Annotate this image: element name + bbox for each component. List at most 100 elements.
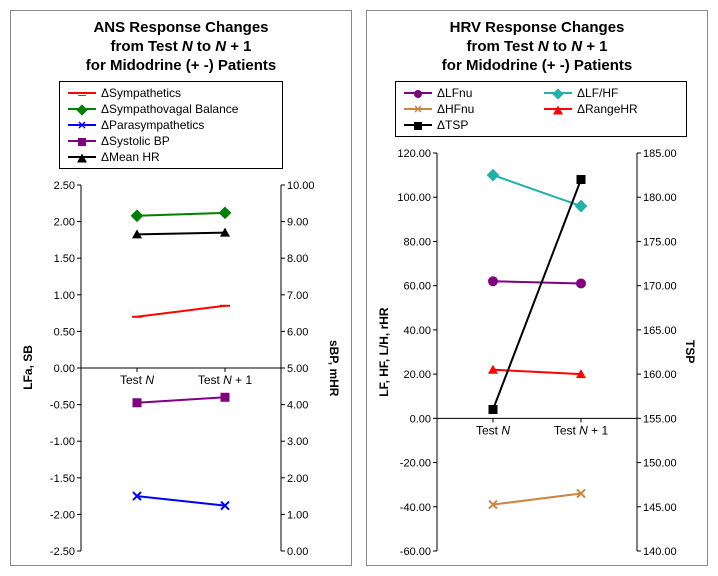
right-plot: -60.00 -40.00 -20.00 0.00 20.00 40.00 60.00 80.… [395,147,679,557]
svg-text:-2.50: -2.50 [50,546,75,557]
left-y-label: LFa, SB [19,179,37,557]
series-marker [577,175,586,184]
svg-text:0.00: 0.00 [410,414,431,426]
left-title-l3: for Midodrine (+ -) Patients [86,57,276,74]
svg-text:10.00: 10.00 [287,180,315,192]
svg-text:8.00: 8.00 [287,253,308,265]
legend-label: ΔHFnu [437,102,474,116]
svg-text:6.00: 6.00 [287,327,308,339]
legend-item: ΔLF/HF [544,86,678,100]
right-legend: ΔLFnu ΔLF/HF ✕ΔHFnu ΔRangeHR ΔTSP [395,81,687,137]
legend-item: ΔSystolic BP [68,134,274,148]
legend-label: ΔRangeHR [577,102,638,116]
legend-item: ✕ΔParasympathetics [68,118,274,132]
svg-text:120.00: 120.00 [397,148,431,160]
left-panel: ANS Response Changes from Test N to N + … [10,10,352,566]
svg-text:140.00: 140.00 [643,546,677,557]
svg-text:145.00: 145.00 [643,502,677,514]
svg-text:0.00: 0.00 [287,546,308,557]
svg-text:60.00: 60.00 [403,281,431,293]
series-line [137,213,225,216]
series-marker [487,169,500,182]
svg-text:1.00: 1.00 [287,510,308,522]
svg-text:7.00: 7.00 [287,290,308,302]
svg-text:2.00: 2.00 [54,217,75,229]
svg-text:20.00: 20.00 [403,369,431,381]
series-marker [131,210,144,223]
left-y2-label: sBP, mHR [325,179,343,557]
series-line [137,306,225,317]
svg-text:-1.50: -1.50 [50,473,75,485]
svg-text:0.00: 0.00 [54,363,75,375]
series-marker [219,207,232,220]
left-plot-area: LFa, SB -2.50-2.00-1.50-1.00-0.500.000.5… [19,179,343,557]
svg-text:170.00: 170.00 [643,281,677,293]
left-legend: –ΔSympathetics ΔSympathovagal Balance ✕ΔPa… [59,81,283,169]
svg-text:Test N: Test N [120,373,154,387]
svg-text:Test N + 1: Test N + 1 [554,424,609,438]
svg-text:80.00: 80.00 [403,237,431,249]
svg-text:4.00: 4.00 [287,400,308,412]
legend-label: ΔSympathovagal Balance [101,102,238,116]
series-marker [221,393,230,402]
svg-text:1.50: 1.50 [54,253,75,265]
series-line [493,281,581,283]
legend-label: ΔParasympathetics [101,118,204,132]
right-panel: HRV Response Changes from Test N to N + … [366,10,708,566]
svg-text:160.00: 160.00 [643,369,677,381]
legend-item: ✕ΔHFnu [404,102,538,116]
series-line [137,233,225,235]
series-marker [133,399,142,408]
legend-label: ΔLFnu [437,86,472,100]
series-line [137,496,225,506]
svg-text:175.00: 175.00 [643,237,677,249]
svg-text:165.00: 165.00 [643,325,677,337]
series-line [137,398,225,403]
svg-text:Test N + 1: Test N + 1 [198,373,253,387]
right-title: HRV Response Changes from Test N to N + … [375,19,699,75]
svg-text:2.00: 2.00 [287,473,308,485]
legend-label: ΔMean HR [101,150,160,164]
svg-text:-60.00: -60.00 [400,546,431,557]
svg-text:3.00: 3.00 [287,436,308,448]
series-marker [575,200,588,213]
legend-item: –ΔSympathetics [68,86,274,100]
right-plot-area: LF, HF, L/H, rHR -60.00 -40.00 -20.00 0.00 2… [375,147,699,557]
svg-text:2.50: 2.50 [54,180,75,192]
series-marker [489,405,498,414]
legend-item: ΔLFnu [404,86,538,100]
legend-label: ΔTSP [437,118,468,132]
svg-text:-40.00: -40.00 [400,502,431,514]
series-line [493,180,581,410]
svg-text:-1.00: -1.00 [50,436,75,448]
legend-item: ΔMean HR [68,150,274,164]
left-plot: -2.50-2.00-1.50-1.00-0.500.000.501.001.5… [39,179,323,557]
legend-label: ΔSystolic BP [101,134,170,148]
series-marker [576,279,586,289]
right-title-l1: HRV Response Changes [450,19,625,36]
legend-item: ΔSympathovagal Balance [68,102,274,116]
legend-item: ΔRangeHR [544,102,678,116]
svg-text:150.00: 150.00 [643,458,677,470]
right-y-label: LF, HF, L/H, rHR [375,147,393,557]
right-title-l3: for Midodrine (+ -) Patients [442,57,632,74]
svg-text:-0.50: -0.50 [50,400,75,412]
svg-text:1.00: 1.00 [54,290,75,302]
series-marker [488,276,498,286]
legend-label: ΔSympathetics [101,86,181,100]
svg-text:100.00: 100.00 [397,192,431,204]
right-y2-label: TSP [681,147,699,557]
svg-text:-20.00: -20.00 [400,458,431,470]
svg-text:40.00: 40.00 [403,325,431,337]
left-title: ANS Response Changes from Test N to N + … [19,19,343,75]
left-title-l2: from Test N to N + 1 [110,38,251,55]
series-line [493,494,581,505]
svg-text:Test N: Test N [476,424,510,438]
svg-text:9.00: 9.00 [287,217,308,229]
legend-item: ΔTSP [404,118,538,132]
svg-text:-2.00: -2.00 [50,510,75,522]
svg-text:180.00: 180.00 [643,192,677,204]
svg-text:185.00: 185.00 [643,148,677,160]
right-title-l2: from Test N to N + 1 [466,38,607,55]
legend-label: ΔLF/HF [577,86,618,100]
